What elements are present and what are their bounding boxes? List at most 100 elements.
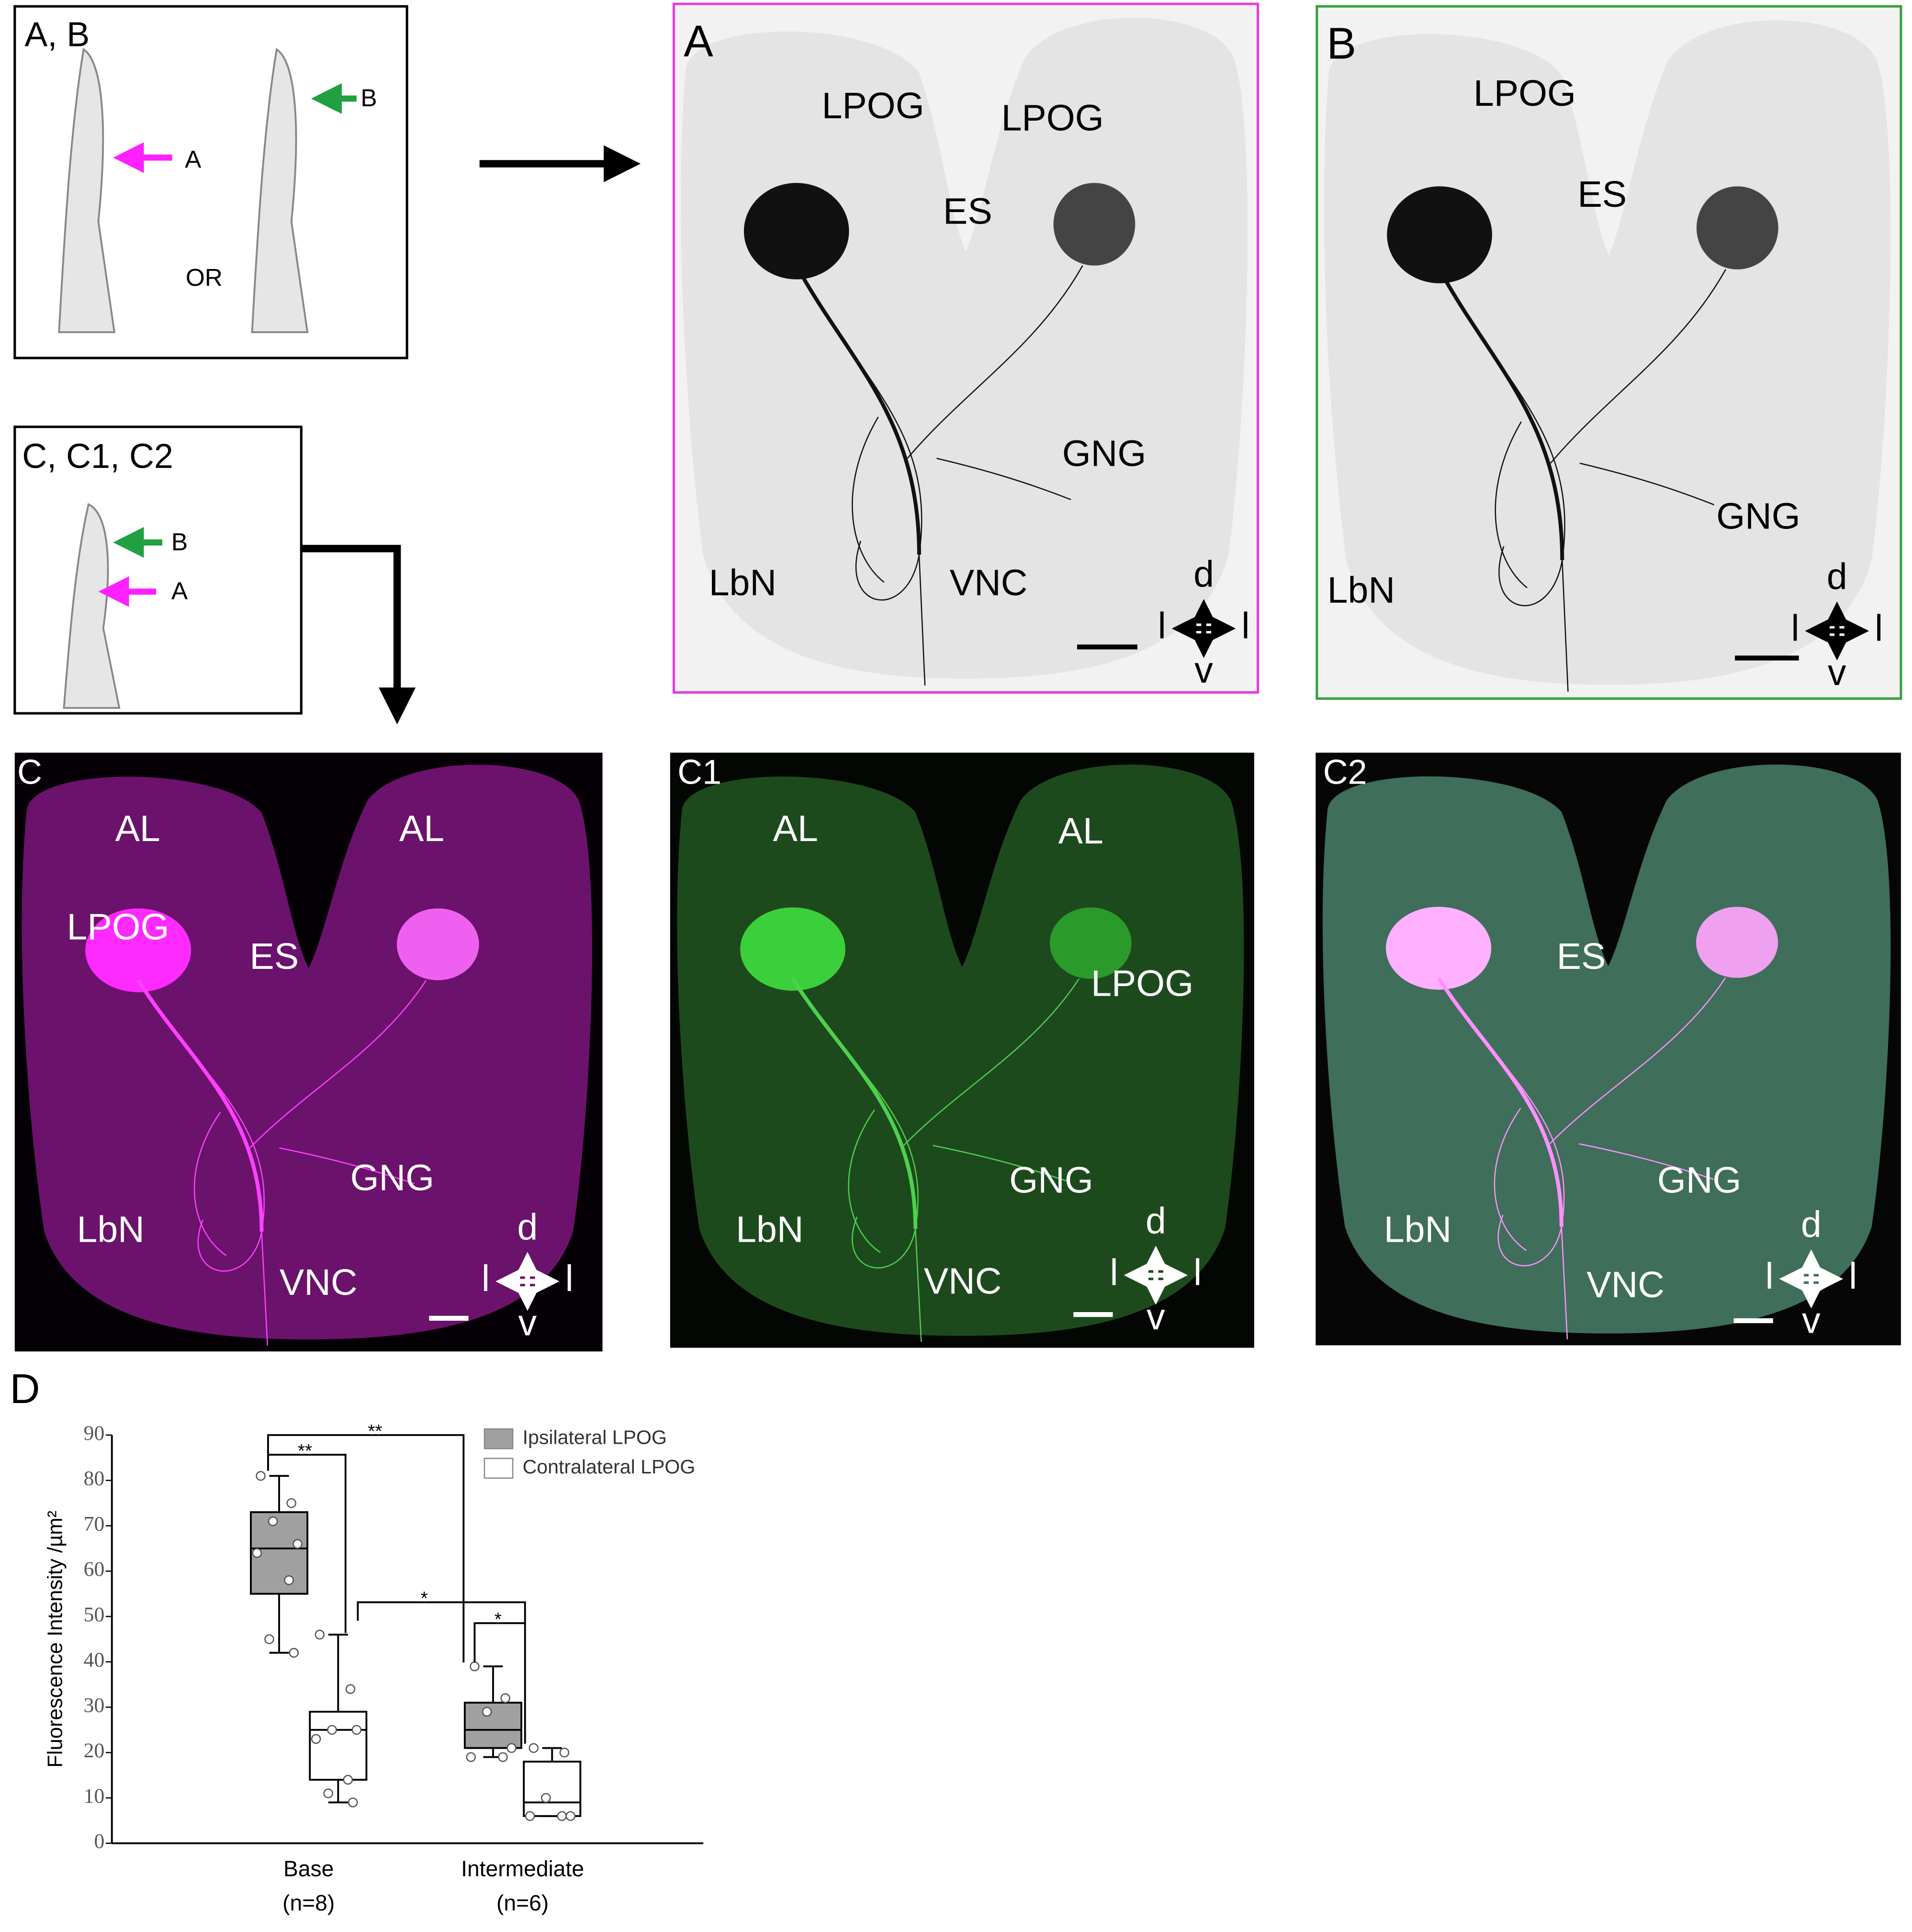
neuron-tract: [933, 1146, 1068, 1181]
neuron-tract: [1550, 978, 1725, 1144]
compass-label: d: [1801, 1204, 1822, 1245]
box: [463, 1701, 522, 1749]
annotation: VNC: [924, 1260, 1002, 1302]
compass-label: v: [1147, 1296, 1165, 1337]
tissue: [1324, 20, 1891, 685]
x-tick-label: (n=8): [282, 1890, 335, 1915]
annotation: LbN: [1327, 570, 1395, 611]
annotation: LPOG: [1473, 73, 1576, 114]
data-point: [466, 1752, 476, 1762]
data-point: [252, 1548, 262, 1558]
lpog-glomerulus: [396, 908, 479, 980]
compass-label: d: [1193, 553, 1214, 595]
annotation: GNG: [1009, 1160, 1093, 1201]
data-point: [327, 1725, 337, 1735]
annotation: LPOG: [67, 907, 169, 948]
neuron-tract: [852, 417, 884, 582]
annotation: ES: [943, 191, 992, 232]
lpog-glomerulus: [85, 908, 191, 992]
data-point: [256, 1471, 266, 1481]
annotation: LbN: [709, 562, 776, 603]
x-tick-label: Base: [283, 1856, 334, 1881]
significance-bracket: [357, 1601, 526, 1744]
annotation: ES: [1577, 174, 1627, 215]
lpog-glomerulus: [1049, 907, 1132, 979]
annotation: GNG: [1716, 496, 1800, 537]
data-point: [343, 1775, 353, 1785]
annotation: GNG: [350, 1157, 435, 1199]
data-point: [311, 1734, 321, 1744]
data-point: [506, 1743, 517, 1753]
compass-label: l: [482, 1258, 490, 1299]
data-point: [557, 1811, 567, 1821]
annotation: AL: [773, 808, 818, 849]
significance-label: *: [495, 1609, 502, 1630]
panel-frame: [1316, 5, 1902, 700]
data-point: [498, 1752, 508, 1762]
neuron-tract: [1496, 422, 1527, 588]
lpog-glomerulus: [1696, 186, 1778, 270]
neuron-tract: [908, 266, 1083, 459]
annotation: OR: [186, 264, 223, 291]
compass-label: l: [565, 1258, 574, 1299]
annotation: A: [171, 577, 188, 605]
significance-label: *: [421, 1588, 428, 1609]
significance-bracket: [267, 1434, 465, 1663]
annotation: VNC: [1586, 1264, 1665, 1305]
y-tick-label: 30: [84, 1694, 105, 1717]
specimen: [670, 753, 1254, 1348]
sensillum: [251, 47, 309, 333]
data-point: [315, 1629, 325, 1640]
panel-label: C1: [677, 753, 721, 792]
annotation: ES: [249, 936, 299, 977]
compass-label: v: [1194, 650, 1213, 691]
x-tick-label: (n=6): [496, 1890, 549, 1915]
data-point: [345, 1684, 356, 1694]
data-point: [482, 1707, 492, 1717]
compass-label: l: [1110, 1252, 1118, 1293]
annotation: GNG: [1062, 433, 1147, 474]
annotation: LbN: [1384, 1209, 1451, 1250]
compass-label: l: [1791, 607, 1799, 649]
tissue: [22, 764, 592, 1340]
data-point: [470, 1661, 480, 1672]
neuron-tract: [937, 458, 1071, 499]
compass-label: d: [517, 1206, 538, 1247]
data-point: [289, 1648, 299, 1658]
y-tick-label: 80: [84, 1467, 105, 1490]
annotation: VNC: [950, 562, 1028, 603]
neuron-tract: [915, 1229, 921, 1342]
compass-label: l: [1875, 607, 1883, 649]
y-tick-label: 10: [84, 1785, 105, 1808]
data-point: [529, 1743, 539, 1753]
panel-label: A: [684, 16, 713, 66]
data-point: [286, 1498, 297, 1508]
annotation: VNC: [280, 1262, 358, 1303]
neuron-tract: [250, 980, 426, 1148]
compass-label: d: [1827, 556, 1847, 597]
neuron-tract: [919, 555, 925, 685]
panel-label: D: [10, 1365, 40, 1412]
y-tick-label: 40: [84, 1649, 105, 1672]
tissue: [1322, 764, 1891, 1334]
panel-frame: [13, 426, 303, 715]
compass-label: v: [1802, 1300, 1821, 1341]
neuron-tract: [793, 979, 915, 1229]
lpog-glomerulus: [743, 183, 849, 280]
y-tick-label: 0: [94, 1830, 104, 1853]
specimen: [1316, 6, 1901, 699]
neuron-tract: [1439, 978, 1562, 1227]
annotation: LPOG: [822, 85, 924, 126]
neuron-tract: [279, 1148, 414, 1184]
y-tick-label: 50: [84, 1603, 105, 1626]
annotation: AL: [115, 808, 160, 849]
neuron-tract: [194, 1112, 226, 1256]
data-point: [292, 1539, 303, 1549]
annotation: AL: [399, 808, 444, 849]
compass-label: l: [1849, 1256, 1857, 1297]
annotation: B: [171, 528, 188, 555]
data-point: [348, 1797, 358, 1808]
neuron-tract: [261, 1232, 267, 1346]
